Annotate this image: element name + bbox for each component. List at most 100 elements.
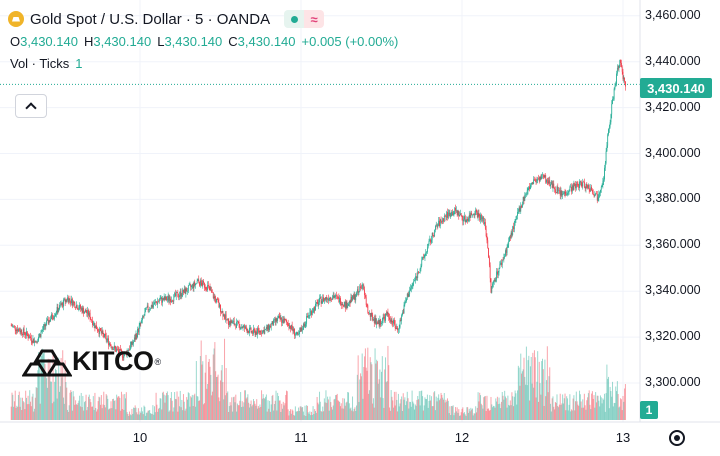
- volume-bar: [326, 402, 328, 420]
- volume-bar: [90, 402, 92, 420]
- volume-bar: [605, 393, 607, 420]
- candle-body: [80, 304, 81, 309]
- candle-body: [410, 285, 412, 289]
- candle-body: [570, 186, 572, 188]
- candle-body: [381, 320, 383, 323]
- candle-body: [369, 313, 370, 314]
- open-value: 3,430.140: [20, 33, 78, 49]
- volume-bar: [434, 410, 436, 420]
- candle-body: [320, 297, 322, 304]
- volume-bar: [25, 397, 27, 420]
- candle-body: [108, 338, 110, 346]
- volume-bar: [86, 410, 88, 420]
- volume-bar: [473, 413, 475, 420]
- candle-body: [110, 344, 112, 348]
- candle-body: [271, 321, 273, 325]
- candle-body: [216, 299, 217, 303]
- volume-bar: [141, 407, 143, 420]
- volume-bar: [334, 398, 336, 420]
- volume-bar: [489, 410, 491, 420]
- symbol-title[interactable]: Gold Spot / U.S. Dollar · 5 · OANDA: [30, 10, 271, 28]
- volume-bar: [245, 398, 247, 420]
- candle-body: [71, 298, 72, 304]
- candle-body: [112, 346, 114, 350]
- candle-body: [40, 331, 42, 337]
- candle-body: [122, 357, 124, 358]
- candle-body: [348, 303, 349, 306]
- candle-body: [124, 352, 126, 356]
- settings-gear-icon[interactable]: [669, 430, 685, 446]
- volume-bar: [324, 402, 326, 420]
- volume-bar: [31, 396, 33, 420]
- volume-bar: [286, 391, 288, 420]
- candle-body: [480, 214, 481, 221]
- volume-bar: [456, 407, 458, 420]
- candle-body: [351, 297, 353, 301]
- candle-body: [353, 294, 355, 299]
- volume-bar: [256, 399, 258, 420]
- candle-body: [316, 302, 318, 303]
- candle-body: [318, 302, 320, 306]
- candle-body: [46, 320, 48, 326]
- candle-body: [204, 282, 205, 288]
- volume-bar: [544, 359, 546, 420]
- volume-bar: [152, 405, 154, 420]
- volume-bar: [232, 411, 234, 420]
- close-value: 3,430.140: [237, 33, 296, 49]
- candle-body: [549, 180, 551, 187]
- candle-body: [233, 320, 235, 325]
- candle-body: [19, 331, 21, 333]
- candle-body: [34, 340, 35, 343]
- candle-body: [446, 212, 448, 218]
- volume-bar: [41, 355, 43, 420]
- candle-body: [349, 300, 351, 303]
- volume-bar: [501, 391, 503, 420]
- candle-body: [208, 285, 210, 288]
- candle-body: [571, 186, 572, 192]
- volume-bar: [314, 410, 316, 420]
- volume-bar: [597, 395, 599, 420]
- volume-bar: [619, 406, 621, 420]
- volume-bar: [552, 396, 554, 420]
- volume-bar: [331, 409, 333, 420]
- candle-body: [583, 181, 585, 188]
- volume-bar: [205, 354, 207, 420]
- candle-body: [245, 326, 246, 329]
- candle-body: [232, 320, 234, 322]
- candle-body: [562, 193, 564, 196]
- candle-body: [539, 176, 541, 182]
- candle-body: [402, 312, 404, 314]
- volume-bar: [505, 398, 507, 420]
- candle-body: [336, 295, 338, 297]
- candle-body: [115, 348, 117, 352]
- volume-bar: [275, 390, 277, 420]
- candle-body: [192, 284, 194, 289]
- market-status-pill[interactable]: ≈: [284, 10, 325, 28]
- volume-label[interactable]: Vol · Ticks: [10, 55, 70, 71]
- candle-body: [181, 295, 183, 297]
- volume-bar: [596, 395, 598, 420]
- candle-body: [92, 320, 93, 325]
- candle-body: [609, 122, 611, 127]
- candle-body: [542, 174, 544, 176]
- volume-bar: [608, 408, 610, 420]
- candle-body: [505, 250, 506, 256]
- candle-body: [58, 309, 60, 312]
- volume-bar: [472, 415, 474, 420]
- candle-body: [96, 325, 97, 330]
- volume-bar: [133, 407, 135, 420]
- candle-body: [370, 312, 372, 317]
- candle-body: [127, 350, 129, 352]
- volume-bar: [175, 399, 177, 420]
- volume-bar: [71, 410, 73, 420]
- volume-bar: [571, 410, 573, 420]
- volume-bar: [302, 407, 304, 420]
- collapse-legend-button[interactable]: [15, 94, 47, 118]
- volume-bar: [84, 401, 86, 420]
- candle-body: [604, 167, 605, 180]
- volume-bar: [424, 397, 426, 420]
- candle-body: [12, 325, 14, 327]
- volume-bar: [300, 406, 302, 420]
- candle-body: [365, 297, 367, 305]
